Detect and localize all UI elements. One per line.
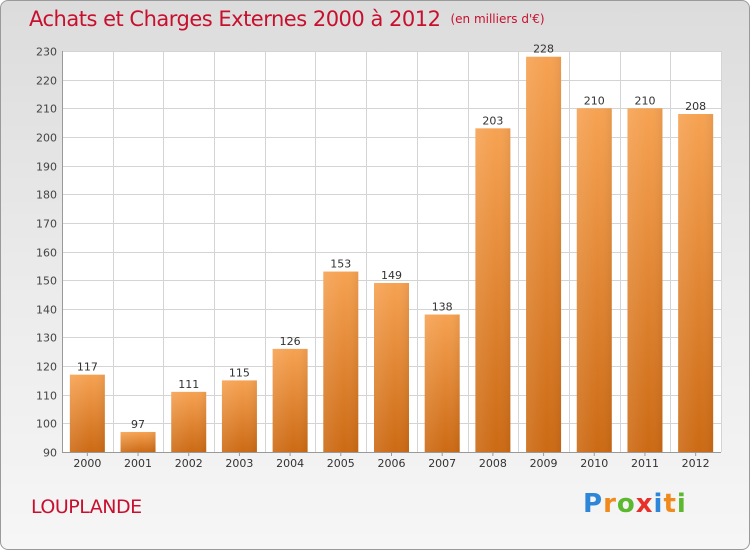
- y-tick-label: 110: [36, 390, 57, 403]
- x-tick-label: 2012: [682, 457, 710, 470]
- unit-label: (en milliers d'€): [450, 12, 545, 26]
- y-tick-label: 190: [36, 161, 57, 174]
- y-tick-label: 100: [36, 418, 57, 431]
- x-tick-label: 2010: [580, 457, 608, 470]
- x-tick-label: 2004: [276, 457, 304, 470]
- bar-shade: [221, 380, 257, 452]
- bar-shade: [323, 271, 359, 452]
- bar-shade: [627, 108, 663, 453]
- y-tick-label: 200: [36, 132, 57, 145]
- x-tick-label: 2009: [530, 457, 558, 470]
- logo-letter: x: [635, 489, 654, 519]
- title-text: Achats et Charges Externes 2000 à 2012: [29, 7, 441, 31]
- x-tick-label: 2008: [479, 457, 507, 470]
- x-tick-label: 2006: [378, 457, 406, 470]
- logo-letter: i: [676, 489, 687, 519]
- bar-shade: [576, 108, 612, 453]
- bar-shade: [272, 348, 308, 452]
- bar-value-label: 115: [229, 366, 250, 379]
- bar-value-label: 203: [482, 114, 503, 127]
- y-tick-label: 130: [36, 332, 57, 345]
- x-tick-label: 2011: [631, 457, 659, 470]
- x-tick-label: 2001: [124, 457, 152, 470]
- y-tick-label: 230: [36, 46, 57, 59]
- bar-value-label: 210: [634, 94, 655, 107]
- bar-shade: [526, 56, 562, 452]
- y-tick-label: 210: [36, 103, 57, 116]
- bar-shade: [678, 114, 714, 452]
- chart-title: Achats et Charges Externes 2000 à 2012 (e…: [29, 7, 545, 31]
- logo-letter: t: [663, 489, 677, 519]
- axes: 90 100 110 120 130 140 150 160 170 180 190 200 210 22…: [36, 46, 721, 470]
- bar-value-label: 149: [381, 269, 402, 282]
- logo-letter: P: [583, 489, 604, 519]
- y-tick-label: 180: [36, 189, 57, 202]
- x-tick-label: 2005: [327, 457, 355, 470]
- bar-shade: [374, 283, 409, 452]
- y-tick-label: 150: [36, 275, 57, 288]
- y-tick-label: 170: [36, 218, 57, 231]
- bar-value-label: 97: [131, 418, 145, 431]
- bar-shade: [171, 391, 207, 452]
- logo-letter: o: [616, 489, 636, 519]
- logo-letter: i: [653, 489, 664, 519]
- y-tick-label: 220: [36, 75, 57, 88]
- bars: [69, 56, 714, 453]
- bar-value-label: 138: [432, 301, 453, 314]
- bar-value-label: 208: [685, 100, 706, 113]
- bar-value-label: 111: [178, 378, 199, 391]
- data-labels: 117 97 111 115 126 153 149 138 203 228 210 210 208: [77, 43, 706, 431]
- bar-shade: [475, 128, 511, 452]
- logo-letter: r: [603, 489, 617, 519]
- proxiti-logo: Proxiti: [583, 489, 687, 519]
- x-tick-label: 2002: [175, 457, 203, 470]
- x-tick-label: 2003: [225, 457, 253, 470]
- bar-value-label: 117: [77, 361, 98, 374]
- bar-shade: [120, 431, 156, 452]
- bar-value-label: 228: [533, 43, 554, 56]
- y-tick-label: 160: [36, 247, 57, 260]
- bar-value-label: 153: [330, 258, 351, 271]
- bar-value-label: 126: [280, 335, 301, 348]
- x-tick-label: 2000: [73, 457, 101, 470]
- x-tick-label: 2007: [428, 457, 456, 470]
- place-name: LOUPLANDE: [31, 496, 142, 518]
- bar-shade: [69, 374, 105, 452]
- bar-value-label: 210: [584, 94, 605, 107]
- y-tick-label: 140: [36, 304, 57, 317]
- y-tick-label: 90: [43, 447, 57, 460]
- y-tick-label: 120: [36, 361, 57, 374]
- bar-shade: [424, 314, 460, 452]
